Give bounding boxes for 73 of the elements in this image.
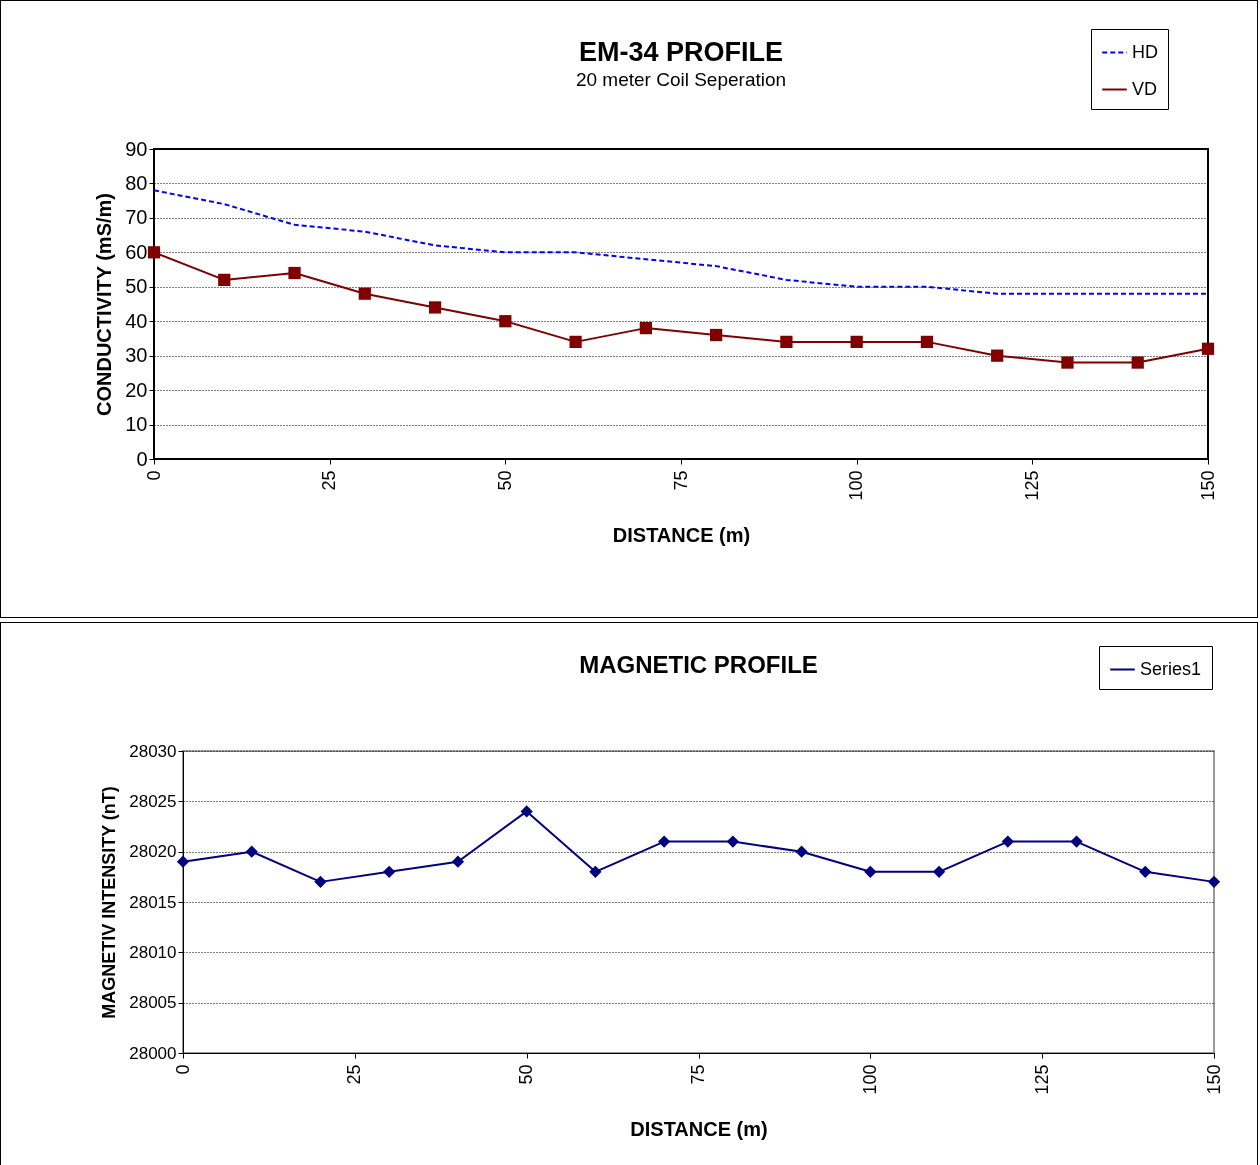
point — [288, 266, 301, 280]
point — [520, 805, 533, 818]
x-tick-label: 75 — [688, 1064, 708, 1085]
x-tick-label: 100 — [859, 1064, 880, 1095]
x-tick-label: 125 — [1021, 470, 1042, 501]
x-tick-label: 125 — [1031, 1064, 1052, 1095]
x-tick-label: 50 — [516, 1064, 537, 1085]
point — [780, 335, 793, 349]
x-axis-title: DISTANCE (m) — [612, 523, 751, 546]
point — [428, 301, 442, 314]
legend-label: HD — [1132, 41, 1158, 62]
point — [726, 835, 739, 848]
legend-label: VD — [1132, 78, 1158, 99]
point — [218, 273, 231, 287]
point — [1139, 865, 1152, 878]
y-tick-label: 80 — [125, 171, 148, 194]
point — [245, 845, 258, 858]
point — [920, 335, 934, 349]
x-axis-title: DISTANCE (m) — [630, 1117, 768, 1140]
y-tick-label: 90 — [125, 137, 148, 160]
point — [1061, 356, 1074, 369]
y-tick-label: 28020 — [129, 842, 177, 862]
chart-subtitle: 20 meter Coil Seperation — [575, 68, 787, 90]
chart-title: EM-34 PROFILE — [578, 36, 784, 67]
y-axis-title: MAGNETIV INTENSITY (nT) — [99, 786, 120, 1019]
chart-title: MAGNETIC PROFILE — [579, 650, 818, 678]
point — [147, 246, 161, 259]
legend-label: Series1 — [1140, 658, 1202, 679]
point — [569, 335, 582, 349]
point — [864, 865, 877, 878]
point — [1207, 875, 1221, 888]
point — [1131, 356, 1144, 369]
y-tick-label: 28025 — [129, 791, 177, 811]
x-tick-label: 0 — [172, 1064, 193, 1075]
line-series — [153, 189, 1209, 295]
y-tick-label: 20 — [125, 378, 148, 401]
y-tick-label: 70 — [125, 206, 148, 229]
y-tick-label: 40 — [125, 309, 148, 332]
point — [451, 855, 465, 868]
point — [358, 287, 371, 300]
point — [1201, 342, 1215, 355]
y-tick-label: 0 — [136, 447, 148, 470]
point — [383, 865, 396, 878]
point — [850, 335, 863, 349]
x-tick-label: 150 — [1197, 470, 1218, 501]
y-tick-label: 60 — [125, 240, 148, 263]
x-tick-label: 25 — [344, 1064, 365, 1085]
y-axis-title: CONDUCTIVITY (mS/m) — [93, 193, 116, 416]
x-tick-label: 25 — [319, 470, 340, 491]
x-tick-label: 150 — [1203, 1064, 1224, 1095]
point — [991, 349, 1004, 362]
y-tick-label: 28000 — [129, 1043, 177, 1063]
y-tick-label: 30 — [125, 344, 148, 367]
point — [314, 875, 327, 888]
point — [176, 855, 190, 868]
point — [639, 321, 652, 335]
point — [1070, 835, 1083, 848]
point — [795, 845, 808, 858]
y-tick-label: 28005 — [129, 993, 177, 1013]
point — [710, 328, 723, 342]
point — [589, 865, 602, 878]
y-tick-label: 28015 — [129, 892, 177, 912]
y-tick-label: 10 — [125, 413, 148, 436]
y-tick-label: 28030 — [129, 741, 177, 761]
x-tick-label: 50 — [494, 470, 515, 491]
x-tick-label: 100 — [846, 470, 867, 501]
point — [1001, 835, 1014, 848]
point — [658, 835, 671, 848]
y-tick-label: 50 — [125, 275, 148, 298]
y-tick-label: 28010 — [129, 942, 177, 962]
point — [499, 315, 512, 328]
x-tick-label: 75 — [670, 470, 691, 491]
point — [932, 865, 946, 878]
